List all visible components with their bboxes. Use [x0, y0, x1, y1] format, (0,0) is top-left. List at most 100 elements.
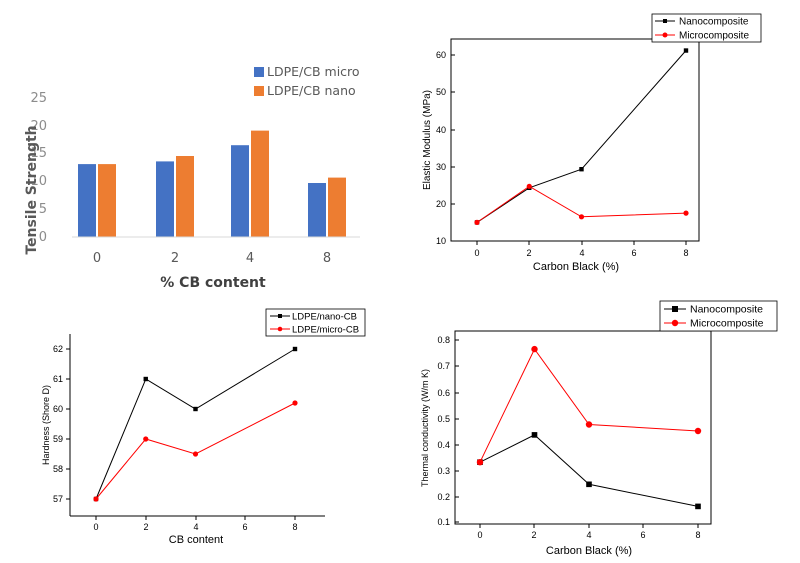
y-tick-label: 0	[39, 230, 47, 245]
y-tick-label: 0.5	[437, 414, 450, 424]
data-point-series-2	[192, 451, 199, 457]
series-line-micro	[95, 402, 296, 500]
x-tick-label: 6	[640, 530, 645, 540]
y-tick-label: 0.6	[437, 388, 450, 398]
y-tick-label: 30	[436, 162, 446, 172]
data-point-series-1	[586, 481, 592, 488]
x-tick-label: 8	[683, 248, 688, 258]
series-line-nano	[476, 50, 687, 223]
x-tick-label: 2	[531, 530, 536, 540]
y-tick-label: 40	[436, 125, 446, 135]
panel-hardness: LDPE/nano-CB LDPE/micro-CB 57 58 59 60 6…	[41, 308, 366, 546]
x-tick-label: 8	[292, 522, 297, 532]
x-axis-title: CB content	[169, 534, 223, 546]
legend-marker-nano	[278, 314, 282, 318]
legend-swatch-micro	[254, 67, 264, 77]
legend-marker-nano	[672, 306, 678, 312]
legend-label-nano: Nanocomposite	[679, 17, 749, 28]
x-tick-label: 0	[93, 522, 98, 532]
series-line-micro	[479, 348, 699, 463]
series-line-nano	[479, 434, 699, 507]
plot-frame	[454, 330, 712, 525]
y-tick-label: 0.2	[437, 492, 450, 502]
x-tick-label: 6	[242, 522, 247, 532]
legend-label-micro: Microcomposite	[690, 318, 764, 330]
x-axis-title: Carbon Black (%)	[546, 545, 632, 557]
data-point-series-1	[695, 503, 701, 510]
panel-elastic-modulus: Nanocomposite Microcomposite 10 20 30 40…	[422, 13, 762, 273]
data-point-series-2	[93, 496, 99, 502]
x-tick-label: 2	[143, 522, 148, 532]
y-tick-label: 15	[30, 146, 47, 161]
plot-frame	[450, 38, 700, 242]
bar-micro	[231, 145, 249, 237]
y-tick-label: 10	[30, 174, 47, 189]
x-tick-label: 0	[477, 530, 482, 540]
x-axis-title: Carbon Black (%)	[533, 261, 619, 273]
y-tick-label: 0.1	[437, 517, 450, 527]
legend-label-nano: Nanocomposite	[690, 304, 763, 316]
point-markers	[474, 48, 689, 225]
bar-micro	[156, 161, 174, 237]
y-tick-label: 20	[30, 119, 47, 134]
data-point-series-1	[143, 376, 148, 382]
y-axis-title: Thermal conductivity (W/m K)	[420, 369, 430, 487]
data-point-series-2	[585, 421, 593, 428]
y-tick-label: 60	[436, 50, 446, 60]
x-tick-label: 0	[93, 251, 101, 266]
x-axis-title: % CB content	[160, 275, 266, 291]
point-markers	[93, 346, 298, 502]
x-tick-label: 4	[193, 522, 198, 532]
legend-label-nano: LDPE/CB nano	[267, 83, 356, 98]
y-tick-label: 0.4	[437, 440, 450, 450]
legend-marker-micro	[671, 319, 679, 327]
y-tick-label: 0.3	[437, 466, 450, 476]
legend-marker-nano	[663, 19, 667, 23]
legend: LDPE/nano-CB LDPE/micro-CB	[265, 308, 366, 337]
y-axis-title: Elastic Modulus (MPa)	[422, 90, 433, 190]
data-point-series-1	[193, 406, 198, 412]
data-point-series-1	[531, 432, 538, 438]
y-tick-label: 59	[53, 434, 63, 444]
bar-micro	[78, 164, 96, 237]
data-point-series-1	[683, 48, 689, 53]
y-tick-label: 0.7	[437, 361, 450, 371]
x-tick-label: 4	[586, 530, 591, 540]
y-tick-label: 60	[53, 404, 63, 414]
legend-label-nano: LDPE/nano-CB	[292, 312, 357, 323]
legend-marker-micro	[662, 32, 668, 38]
bar-nano	[328, 177, 346, 237]
data-point-series-2	[526, 183, 532, 189]
x-tick-label: 4	[246, 251, 254, 266]
bar-micro	[308, 183, 326, 237]
data-point-series-2	[292, 400, 298, 406]
legend: Nanocomposite Microcomposite	[659, 300, 778, 332]
y-tick-label: 58	[53, 464, 63, 474]
data-point-series-2	[531, 345, 538, 353]
y-tick-label: 57	[53, 494, 63, 504]
y-axis-title: Hardness (Shore D)	[41, 385, 51, 465]
data-point-series-1	[579, 167, 584, 172]
legend-marker-micro	[277, 326, 283, 332]
legend-swatch-nano	[254, 86, 264, 96]
legend: Nanocomposite Microcomposite	[651, 13, 762, 43]
bar-nano	[98, 164, 116, 237]
data-point-series-2	[578, 214, 585, 220]
legend-label-micro: LDPE/micro-CB	[292, 325, 359, 336]
x-tick-label: 8	[695, 530, 700, 540]
legend-label-micro: Microcomposite	[679, 31, 749, 42]
x-tick-label: 6	[631, 248, 636, 258]
series-line-micro	[476, 185, 687, 223]
y-axis-title: Tensile Strength	[24, 125, 40, 254]
bar-nano	[251, 130, 269, 237]
x-tick-label: 8	[323, 251, 331, 266]
y-tick-label: 20	[436, 199, 446, 209]
y-tick-label: 0.8	[437, 335, 450, 345]
data-point-series-2	[474, 219, 480, 225]
legend-label-micro: LDPE/CB micro	[267, 64, 360, 79]
point-markers	[476, 345, 702, 510]
y-tick-label: 25	[30, 91, 47, 106]
data-point-series-2	[143, 436, 149, 442]
data-point-series-2	[694, 427, 702, 435]
